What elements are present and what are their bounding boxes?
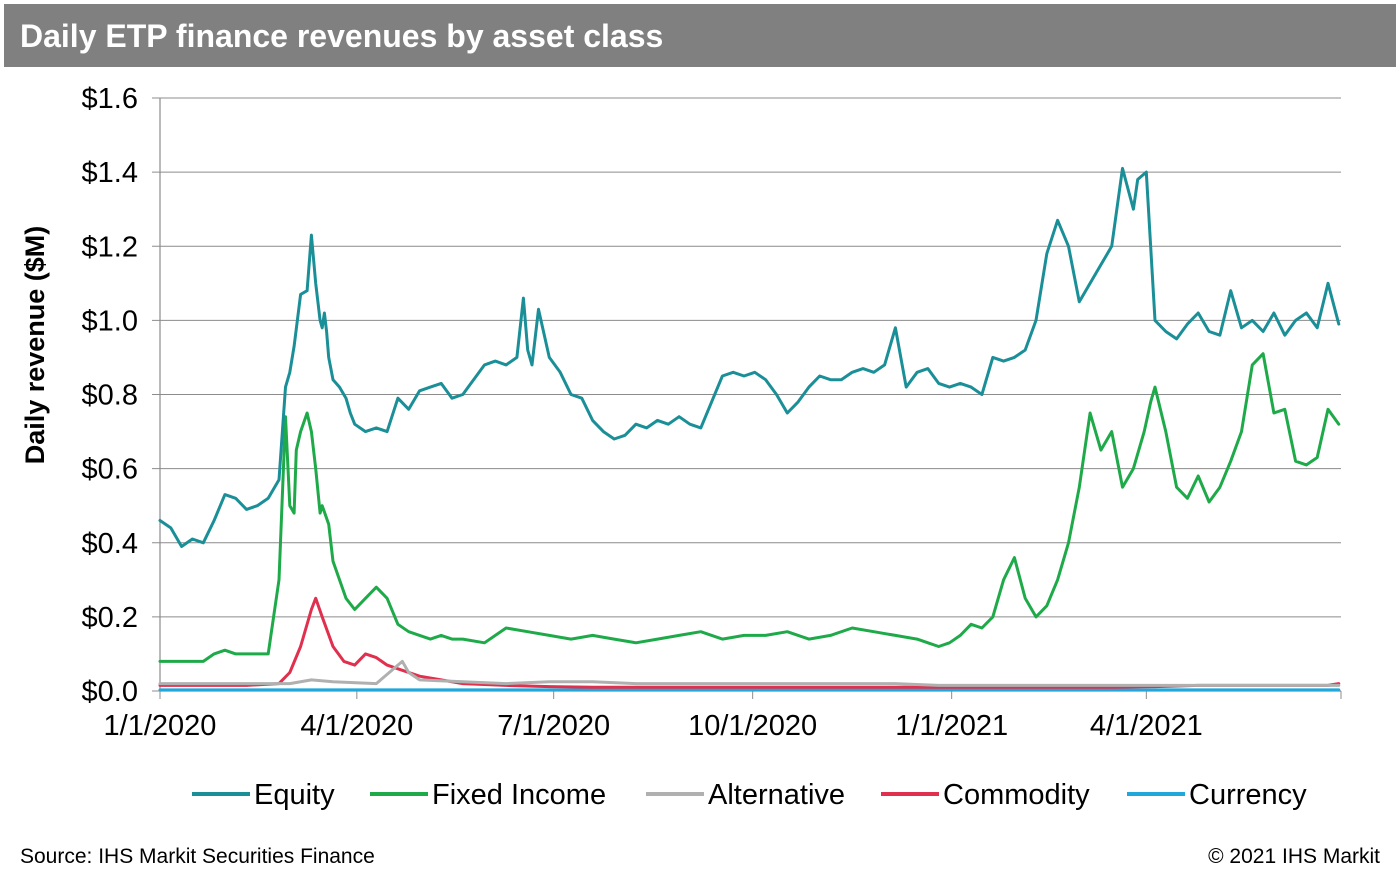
copyright-note: © 2021 IHS Markit <box>1208 845 1380 868</box>
series-line-alternative <box>158 659 1341 687</box>
legend: Equity Fixed Income Alternative Commodity Cu… <box>192 779 1307 811</box>
series-line-equity <box>158 166 1341 548</box>
legend-label-currency: Currency <box>1189 779 1307 811</box>
x-tick-label: 4/1/2020 <box>300 710 413 742</box>
legend-label-fixed-income: Fixed Income <box>432 779 606 811</box>
y-tick-label: $1.0 <box>82 305 138 337</box>
y-tick-label: $0.6 <box>82 454 138 486</box>
series-line-commodity <box>158 596 1341 689</box>
x-tick-label: 10/1/2020 <box>688 710 817 742</box>
y-tick-label: $0.4 <box>82 528 138 560</box>
axes: $0.0 $0.2 $0.4 $0.6 $0.8 $1.0 $1.2 $1.4 $1.6 1/1/… <box>82 83 1342 742</box>
x-tick-label: 7/1/2020 <box>497 710 610 742</box>
chart-title: Daily ETP finance revenues by asset clas… <box>20 18 664 54</box>
x-tick-label: 1/1/2021 <box>895 710 1008 742</box>
y-tick-label: $1.6 <box>82 83 138 115</box>
gridlines <box>160 97 1341 618</box>
legend-label-commodity: Commodity <box>943 779 1090 811</box>
y-tick-label: $1.4 <box>82 157 138 189</box>
x-tick-label: 4/1/2021 <box>1090 710 1203 742</box>
y-axis-title: Daily revenue ($M) <box>20 226 50 465</box>
title-bar: Daily ETP finance revenues by asset clas… <box>4 4 1396 67</box>
source-note: Source: IHS Markit Securities Finance <box>20 845 375 868</box>
y-tick-label: $1.2 <box>82 231 138 263</box>
y-tick-label: $0.0 <box>82 676 138 708</box>
y-tick-label: $0.2 <box>82 602 138 634</box>
series-line-fixed-income <box>158 352 1341 663</box>
series-lines <box>158 166 1341 692</box>
legend-label-alternative: Alternative <box>708 779 845 811</box>
y-tick-label: $0.8 <box>82 380 138 412</box>
x-tick-label: 1/1/2020 <box>104 710 217 742</box>
legend-label-equity: Equity <box>254 779 335 811</box>
